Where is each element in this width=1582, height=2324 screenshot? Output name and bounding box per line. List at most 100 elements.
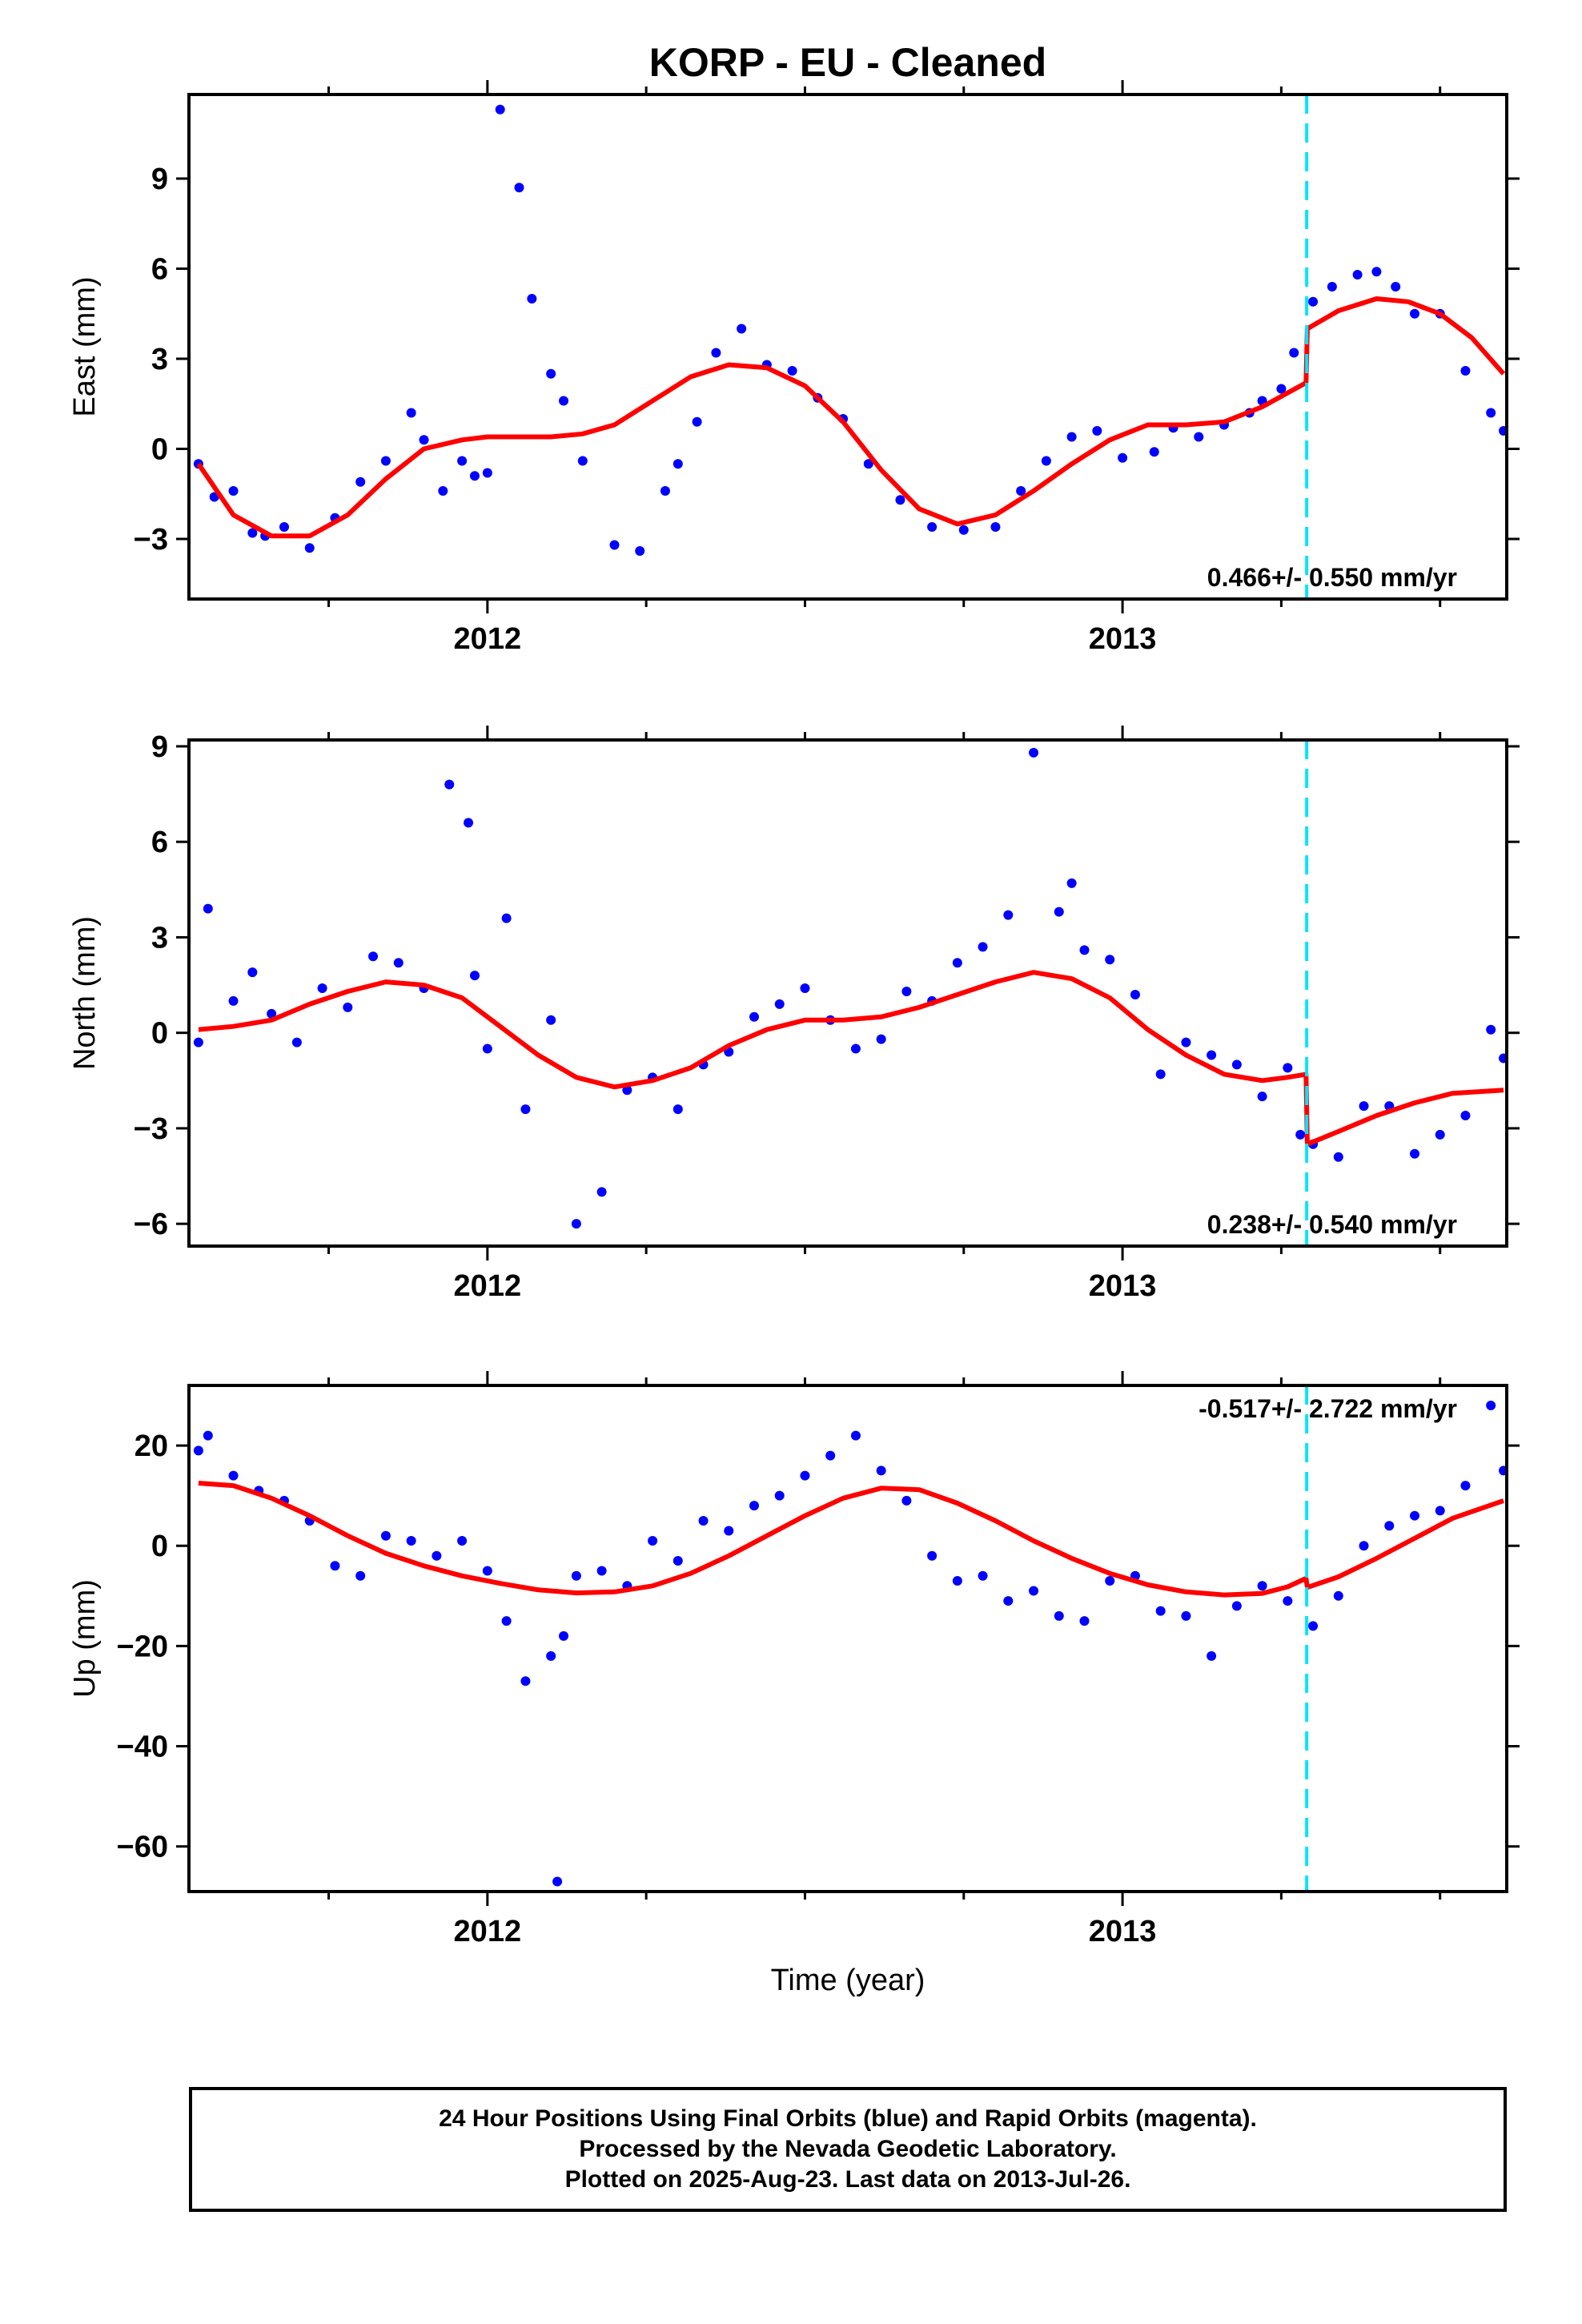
north-y-tick-label: −3 xyxy=(134,1112,168,1146)
up-data-point xyxy=(406,1535,416,1546)
east-x-tick-label: 2012 xyxy=(454,622,522,656)
east-y-tick-label: −3 xyxy=(134,523,168,557)
north-y-tick-label: 3 xyxy=(151,921,168,955)
up-data-point xyxy=(1181,1610,1191,1621)
east-data-point xyxy=(635,546,645,556)
east-data-point xyxy=(1016,486,1026,496)
east-data-point xyxy=(1486,408,1496,418)
north-data-point xyxy=(444,779,455,790)
east-data-point xyxy=(546,368,556,379)
north-data-point xyxy=(1066,878,1077,888)
east-data-point xyxy=(1276,384,1287,394)
north-data-point xyxy=(1181,1037,1191,1047)
caption-line-3: Plotted on 2025-Aug-23. Last data on 201… xyxy=(564,2166,1131,2193)
up-data-point xyxy=(1105,1576,1115,1586)
north-plot-area xyxy=(193,740,1507,1246)
up-data-point xyxy=(1486,1401,1496,1411)
up-data-point xyxy=(648,1535,658,1546)
north-data-point xyxy=(1257,1092,1267,1102)
east-data-point xyxy=(279,522,289,532)
east-data-point xyxy=(304,543,315,553)
north-data-point xyxy=(469,971,480,981)
up-plot-area xyxy=(193,1385,1507,1892)
north-frame xyxy=(187,738,1508,1248)
north-data-point xyxy=(393,958,404,968)
north-data-point xyxy=(1207,1050,1217,1060)
north-rate-label: 0.238+/- 0.540 mm/yr xyxy=(1207,1210,1457,1239)
up-data-point xyxy=(432,1550,442,1561)
up-data-point xyxy=(876,1466,886,1476)
east-data-point xyxy=(692,416,702,427)
north-data-point xyxy=(1333,1152,1343,1162)
north-data-point xyxy=(247,967,258,978)
caption-box: 24 Hour Positions Using Final Orbits (bl… xyxy=(189,2087,1507,2212)
up-y-tick-label: 20 xyxy=(135,1429,168,1463)
east-data-point xyxy=(1371,267,1382,277)
up-data-point xyxy=(1079,1616,1090,1626)
east-data-point xyxy=(1194,432,1204,442)
up-rate-label: -0.517+/- 2.722 mm/yr xyxy=(1199,1394,1457,1423)
north-data-point xyxy=(482,1043,492,1054)
north-data-point xyxy=(1155,1069,1166,1080)
up-x-tick-label: 2013 xyxy=(1089,1915,1157,1948)
up-data-point xyxy=(228,1470,239,1481)
up-data-point xyxy=(482,1566,492,1576)
up-data-point xyxy=(1384,1521,1395,1531)
up-data-point xyxy=(559,1630,569,1641)
north-data-point xyxy=(978,942,988,952)
north-data-point xyxy=(1231,1059,1242,1070)
north-x-tick-label: 2013 xyxy=(1089,1269,1157,1303)
east-data-point xyxy=(1118,452,1128,463)
east-data-point xyxy=(609,540,620,550)
up-frame xyxy=(187,1384,1508,1893)
east-data-point xyxy=(495,104,505,115)
north-data-point xyxy=(546,1015,556,1025)
east-x-tick-label: 2013 xyxy=(1089,622,1157,656)
east-data-point xyxy=(1499,426,1507,436)
east-plot-area xyxy=(193,94,1507,599)
east-data-point xyxy=(1041,456,1051,466)
up-y-tick-label: 0 xyxy=(151,1530,168,1563)
east-data-point xyxy=(895,495,905,505)
caption-line-2: Processed by the Nevada Geodetic Laborat… xyxy=(579,2136,1117,2162)
east-data-point xyxy=(1092,426,1102,436)
up-data-point xyxy=(1499,1466,1507,1476)
east-data-point xyxy=(438,486,448,496)
up-data-point xyxy=(673,1556,683,1566)
east-data-point xyxy=(419,435,429,445)
up-data-point xyxy=(1333,1590,1343,1601)
up-y-tick-label: −40 xyxy=(117,1731,168,1764)
north-data-point xyxy=(1029,747,1039,758)
up-data-point xyxy=(952,1576,962,1586)
east-data-point xyxy=(1352,270,1363,279)
up-y-tick-label: −60 xyxy=(117,1831,168,1864)
up-data-point xyxy=(501,1616,512,1626)
north-data-point xyxy=(1409,1148,1419,1159)
up-data-point xyxy=(850,1430,861,1441)
east-y-axis-title: East (mm) xyxy=(68,276,102,416)
east-data-point xyxy=(1327,282,1337,292)
east-data-point xyxy=(1460,366,1471,376)
north-x-tick-label: 2012 xyxy=(454,1269,522,1303)
north-y-tick-label: 6 xyxy=(151,826,168,859)
east-data-point xyxy=(863,459,873,469)
up-data-point xyxy=(1029,1586,1039,1596)
east-data-point xyxy=(1066,432,1077,442)
north-data-point xyxy=(622,1085,632,1096)
east-data-point xyxy=(527,294,537,304)
north-data-point xyxy=(1499,1053,1507,1063)
north-data-point xyxy=(1105,955,1115,965)
east-data-point xyxy=(737,324,747,334)
up-data-point xyxy=(774,1490,785,1501)
up-data-point xyxy=(546,1651,556,1661)
east-y-tick-label: 9 xyxy=(151,163,168,196)
up-data-point xyxy=(825,1450,836,1461)
east-data-point xyxy=(577,456,588,466)
up-data-point xyxy=(1308,1621,1319,1631)
east-data-point xyxy=(958,525,969,535)
north-data-point xyxy=(596,1187,607,1197)
up-x-tick-label: 2012 xyxy=(454,1915,522,1948)
north-y-tick-label: 9 xyxy=(151,730,168,764)
north-data-point xyxy=(850,1043,861,1054)
